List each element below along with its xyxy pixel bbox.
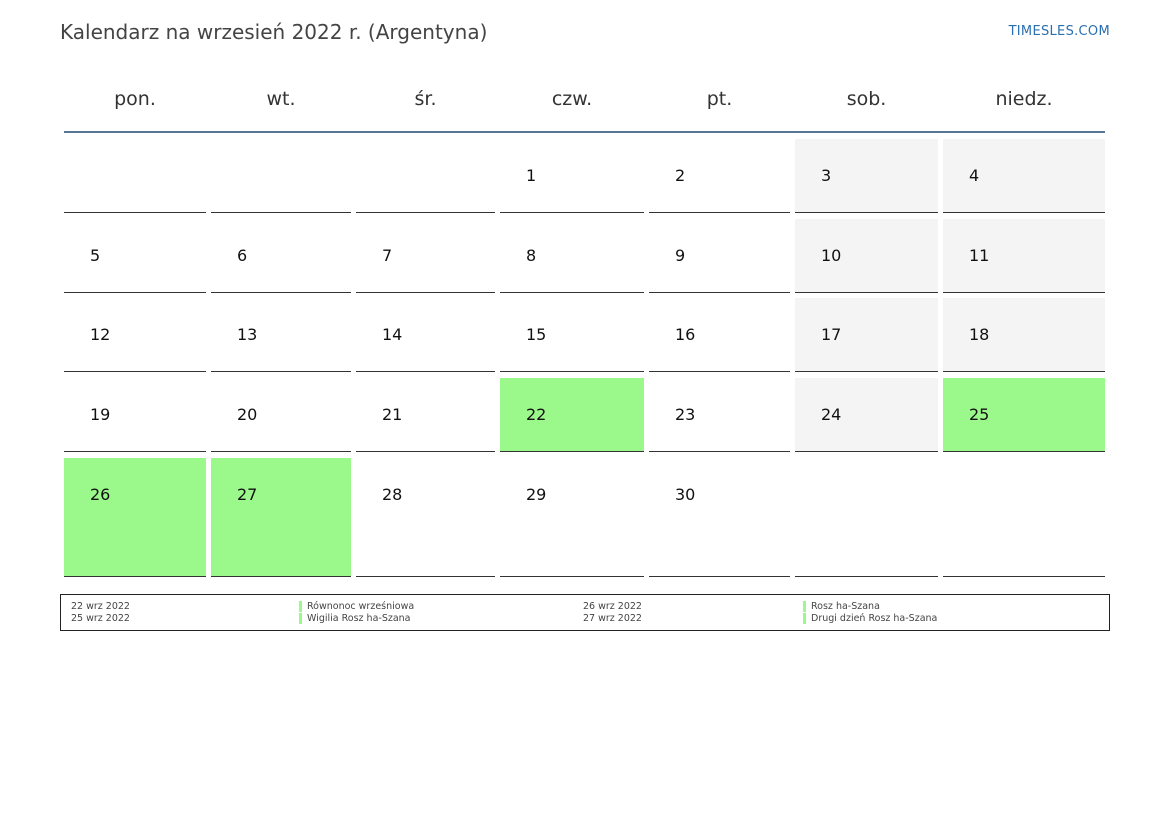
day-number: 10 xyxy=(821,246,842,265)
empty-day-cell xyxy=(211,139,351,213)
day-number: 21 xyxy=(382,405,403,424)
page-title: Kalendarz na wrzesień 2022 r. (Argentyna… xyxy=(60,20,488,44)
day-cell: 27 xyxy=(211,458,351,577)
day-cell: 4 xyxy=(943,139,1105,213)
day-cell: 25 xyxy=(943,378,1105,452)
legend-date: 26 wrz 2022 xyxy=(583,601,642,612)
day-cell: 2 xyxy=(649,139,790,213)
day-cell: 14 xyxy=(356,298,495,372)
day-number: 15 xyxy=(526,325,547,344)
day-cell: 11 xyxy=(943,219,1105,293)
day-number: 17 xyxy=(821,325,842,344)
empty-day-cell xyxy=(64,139,206,213)
holiday-legend: 22 wrz 2022 Równonoc wrześniowa 25 wrz 2… xyxy=(60,594,1110,631)
day-number: 18 xyxy=(969,325,990,344)
day-cell: 5 xyxy=(64,219,206,293)
day-cell: 8 xyxy=(500,219,644,293)
day-cell: 10 xyxy=(795,219,938,293)
day-cell: 15 xyxy=(500,298,644,372)
day-number: 1 xyxy=(526,166,537,185)
day-cell: 13 xyxy=(211,298,351,372)
legend-date: 25 wrz 2022 xyxy=(71,613,130,624)
day-cell: 26 xyxy=(64,458,206,577)
day-cell: 19 xyxy=(64,378,206,452)
day-number: 6 xyxy=(237,246,248,265)
day-number: 28 xyxy=(382,485,403,504)
day-number: 14 xyxy=(382,325,403,344)
day-number: 29 xyxy=(526,485,547,504)
weekday-sat: sob. xyxy=(846,88,887,110)
day-number: 3 xyxy=(821,166,832,185)
header-divider xyxy=(64,131,1105,133)
legend-holiday-name: Drugi dzień Rosz ha-Szana xyxy=(803,613,937,624)
day-number: 25 xyxy=(969,405,990,424)
weekday-thu: czw. xyxy=(551,88,593,110)
day-number: 16 xyxy=(675,325,696,344)
day-cell: 22 xyxy=(500,378,644,452)
day-number: 27 xyxy=(237,485,258,504)
day-number: 5 xyxy=(90,246,101,265)
brand-link[interactable]: TIMESLES.COM xyxy=(1008,24,1110,39)
weekday-mon: pon. xyxy=(114,88,156,110)
day-number: 19 xyxy=(90,405,111,424)
legend-date: 27 wrz 2022 xyxy=(583,613,642,624)
day-number: 13 xyxy=(237,325,258,344)
day-cell: 28 xyxy=(356,458,495,577)
day-number: 12 xyxy=(90,325,111,344)
day-cell: 12 xyxy=(64,298,206,372)
day-cell: 21 xyxy=(356,378,495,452)
weekday-tue: wt. xyxy=(266,88,296,110)
day-number: 24 xyxy=(821,405,842,424)
legend-holiday-name: Wigilia Rosz ha-Szana xyxy=(299,613,411,624)
weekday-wed: śr. xyxy=(414,88,437,110)
day-cell: 29 xyxy=(500,458,644,577)
day-cell: 3 xyxy=(795,139,938,213)
day-cell: 17 xyxy=(795,298,938,372)
day-number: 8 xyxy=(526,246,537,265)
day-cell: 9 xyxy=(649,219,790,293)
day-number: 7 xyxy=(382,246,393,265)
day-number: 30 xyxy=(675,485,696,504)
weekday-fri: pt. xyxy=(706,88,733,110)
day-number: 26 xyxy=(90,485,111,504)
day-number: 2 xyxy=(675,166,686,185)
day-number: 11 xyxy=(969,246,990,265)
legend-holiday-name: Rosz ha-Szana xyxy=(803,601,880,612)
day-cell: 24 xyxy=(795,378,938,452)
empty-day-cell xyxy=(943,458,1105,577)
day-number: 22 xyxy=(526,405,547,424)
day-number: 4 xyxy=(969,166,980,185)
day-cell: 20 xyxy=(211,378,351,452)
legend-date: 22 wrz 2022 xyxy=(71,601,130,612)
day-cell: 16 xyxy=(649,298,790,372)
empty-day-cell xyxy=(356,139,495,213)
day-number: 23 xyxy=(675,405,696,424)
day-cell: 30 xyxy=(649,458,790,577)
day-cell: 6 xyxy=(211,219,351,293)
weekday-sun: niedz. xyxy=(995,88,1053,110)
day-cell: 7 xyxy=(356,219,495,293)
day-number: 9 xyxy=(675,246,686,265)
empty-day-cell xyxy=(795,458,938,577)
day-cell: 18 xyxy=(943,298,1105,372)
day-number: 20 xyxy=(237,405,258,424)
day-cell: 23 xyxy=(649,378,790,452)
day-cell: 1 xyxy=(500,139,644,213)
legend-holiday-name: Równonoc wrześniowa xyxy=(299,601,414,612)
